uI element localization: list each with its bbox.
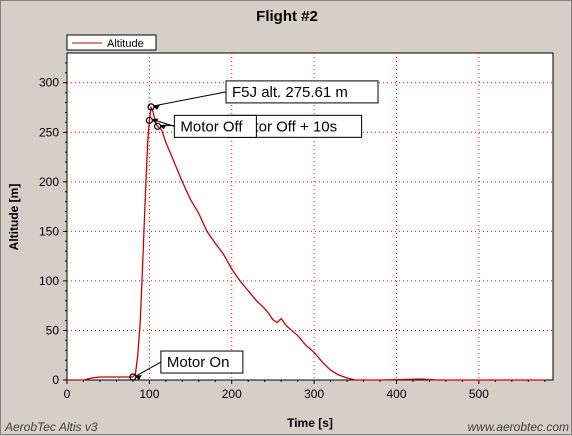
x-tick-label: 0 xyxy=(64,387,71,401)
y-tick-label: 200 xyxy=(39,175,59,189)
x-tick-label: 300 xyxy=(304,387,324,401)
x-tick-label: 500 xyxy=(469,387,489,401)
legend: Altitude xyxy=(66,34,157,51)
annotation-label: Motor Off + 10s xyxy=(234,118,338,135)
annotation-marker xyxy=(147,103,155,111)
y-tick-label: 300 xyxy=(39,76,59,90)
annotation-pointer xyxy=(135,361,162,377)
grid-lines xyxy=(67,53,553,380)
y-tick-label: 250 xyxy=(39,125,59,139)
footer-left: AerobTec Altis v3 xyxy=(4,420,98,434)
annotation-label: F5J alt. 275.61 m xyxy=(232,84,348,101)
annotation-box xyxy=(173,114,257,138)
annotation-label: Motor On xyxy=(167,354,230,371)
y-tick-label: 0 xyxy=(52,373,59,387)
annotation-arrowhead xyxy=(151,118,159,124)
x-tick-label: 200 xyxy=(222,387,242,401)
annotation-label: Motor Off xyxy=(180,118,243,135)
legend-label: Altitude xyxy=(107,38,144,50)
annotation-pointer xyxy=(153,91,227,107)
footer-right: www.aerobtec.com xyxy=(468,420,569,434)
y-axis-title: Altitude [m] xyxy=(7,184,21,251)
annotation-marker xyxy=(145,116,153,124)
annotation-arrowhead xyxy=(153,104,161,110)
y-tick-label: 150 xyxy=(39,224,59,238)
chart-title: Flight #2 xyxy=(256,8,318,25)
annotation-arrowhead xyxy=(159,124,167,130)
annotation-box xyxy=(225,80,379,104)
x-axis-title: Time [s] xyxy=(287,416,333,430)
x-tick-label: 100 xyxy=(139,387,159,401)
series-line-altitude xyxy=(67,105,545,381)
y-tick-label: 50 xyxy=(46,323,60,337)
annotation-box xyxy=(160,350,244,374)
x-tick-label: 400 xyxy=(386,387,406,401)
annotation-marker xyxy=(129,373,137,381)
annotation-arrowhead xyxy=(134,375,142,381)
y-tick-label: 100 xyxy=(39,274,59,288)
legend-box xyxy=(66,34,157,51)
series-layer xyxy=(67,105,545,381)
annotation-marker xyxy=(154,122,162,130)
